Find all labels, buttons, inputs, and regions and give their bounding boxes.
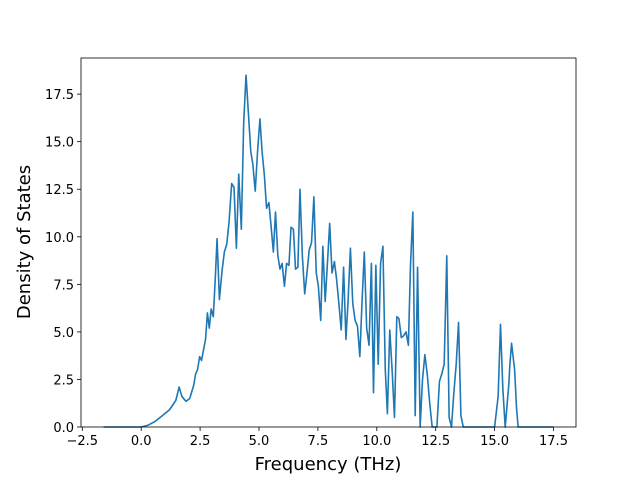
x-tick-label: −2.5	[67, 434, 99, 449]
plot-frame	[80, 57, 577, 428]
x-tick-label: 5.0	[249, 434, 270, 449]
y-tick-label: 0.0	[53, 421, 74, 436]
x-axis-label: Frequency (THz)	[255, 454, 402, 475]
x-tick-label: 0.0	[131, 434, 152, 449]
y-tick-label: 12.5	[45, 183, 74, 198]
data-line	[103, 74, 554, 428]
x-tick-label: 2.5	[190, 434, 211, 449]
x-tick-label: 15.0	[480, 434, 509, 449]
y-tick-label: 15.0	[45, 136, 74, 151]
y-tick-label: 17.5	[45, 88, 74, 103]
x-tick-label: 7.5	[308, 434, 329, 449]
y-axis-label: Density of States	[14, 165, 35, 319]
x-tick-label: 12.5	[421, 434, 450, 449]
y-tick-label: 10.0	[45, 231, 74, 246]
y-tick-label: 2.5	[53, 373, 74, 388]
x-tick-label: 17.5	[539, 434, 568, 449]
y-tick-label: 5.0	[53, 326, 74, 341]
x-tick-label: 10.0	[362, 434, 391, 449]
y-tick-label: 7.5	[53, 278, 74, 293]
